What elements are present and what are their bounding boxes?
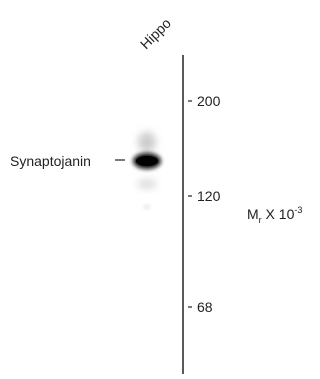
band-label: Synaptojanin bbox=[10, 153, 91, 169]
unit-main: M bbox=[247, 206, 259, 222]
marker-label: 68 bbox=[197, 299, 213, 315]
marker-label: 120 bbox=[197, 188, 221, 204]
background bbox=[0, 0, 319, 374]
blot-figure: Hippo Synaptojanin 20012068 Mr X 10-3 bbox=[0, 0, 319, 374]
unit-mid: X 10 bbox=[262, 206, 295, 222]
marker-label: 200 bbox=[197, 93, 221, 109]
unit-sup: -3 bbox=[294, 205, 302, 215]
